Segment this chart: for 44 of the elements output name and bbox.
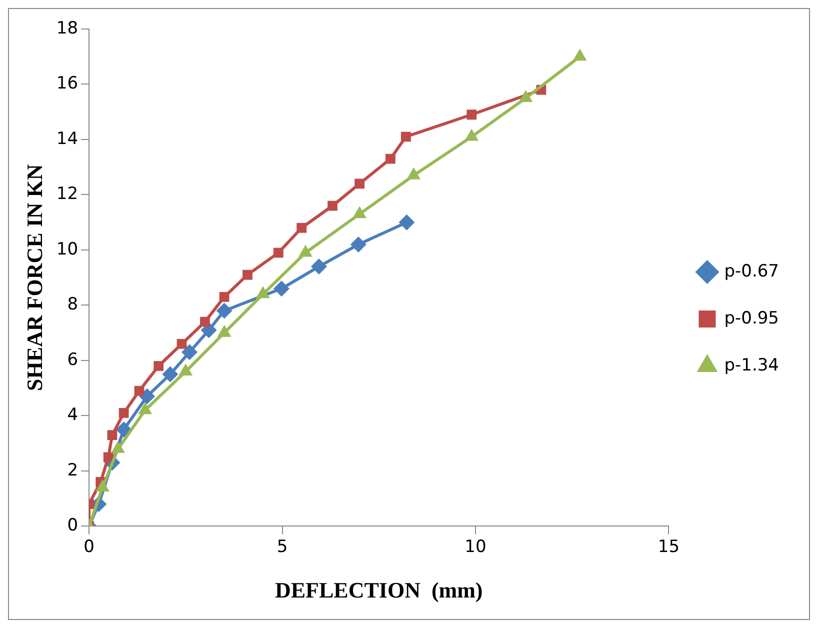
point [182, 344, 198, 360]
point [328, 200, 338, 211]
x-tick-label: 0 [84, 536, 94, 557]
y-tick-label: 12 [56, 184, 78, 204]
point [176, 338, 187, 349]
point [242, 270, 252, 280]
x-tick-label: 15 [658, 536, 680, 557]
point [200, 316, 210, 327]
y-tick-label: 2 [67, 460, 78, 480]
point [216, 302, 232, 319]
y-tick-label: 10 [56, 239, 78, 260]
point [296, 222, 307, 233]
x-tick-label: 10 [464, 536, 486, 557]
point [134, 386, 144, 396]
point [139, 388, 155, 404]
y-tick-label: 8 [67, 294, 78, 315]
point [398, 214, 415, 230]
y-tick-label: 14 [56, 128, 78, 149]
point [466, 110, 477, 120]
point [273, 248, 284, 258]
point [386, 154, 396, 164]
x-tick-label: 5 [276, 536, 288, 557]
point [400, 132, 411, 142]
point [350, 236, 366, 252]
point [354, 178, 365, 189]
point [154, 361, 164, 371]
y-tick-label: 16 [56, 74, 78, 94]
point [273, 280, 290, 297]
point [107, 430, 118, 440]
y-tick-label: 18 [56, 18, 78, 38]
legend-label: p-0.95 [724, 308, 780, 328]
point [219, 292, 230, 302]
point [116, 422, 132, 438]
y-axis-title: SHEAR FORCE IN KN [22, 164, 47, 391]
point [103, 452, 114, 462]
y-tick-label: 0 [67, 516, 78, 536]
x-axis-title: DEFLECTION (mm) [274, 577, 483, 602]
point [310, 258, 327, 275]
y-tick-label: 4 [67, 405, 78, 426]
y-tick-label: 6 [67, 350, 78, 370]
point [118, 408, 129, 418]
legend-label: p-1.34 [724, 355, 780, 376]
legend-label: p-0.67 [724, 261, 780, 282]
point [162, 366, 178, 382]
